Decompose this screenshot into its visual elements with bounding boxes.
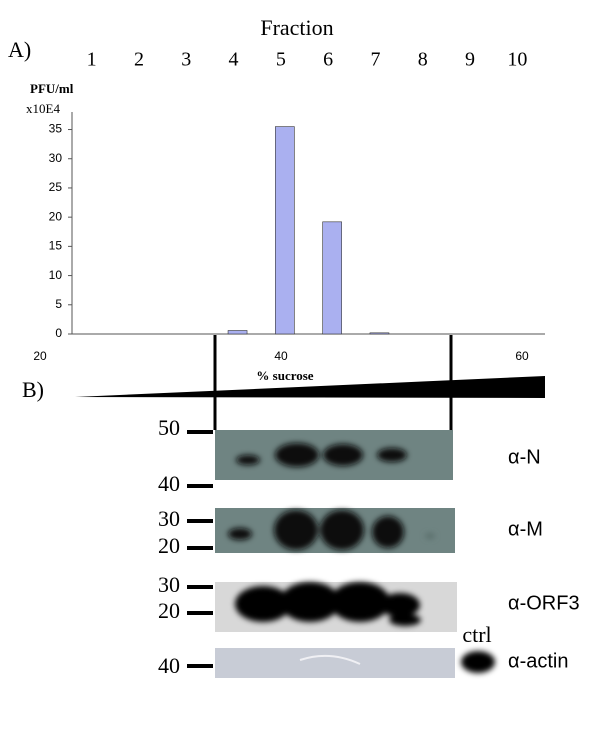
x-tick-label: 1	[87, 49, 97, 71]
x-tick-label: 7	[370, 49, 380, 71]
x-tick-label: 2	[134, 49, 144, 71]
bar	[227, 330, 248, 335]
x-tick-label: 6	[323, 49, 333, 71]
y-tick-label: 35	[49, 122, 63, 136]
y-label: PFU/ml	[30, 81, 74, 96]
x-tick-label: 3	[181, 49, 191, 71]
antibody-label: α-actin	[508, 650, 568, 672]
x-tick-label: 9	[465, 49, 475, 71]
y-unit: x10E4	[26, 101, 60, 116]
x-tick-label: 8	[418, 49, 428, 71]
panel-label: A)	[8, 37, 31, 62]
marker-label: 40	[158, 653, 180, 678]
marker-label: 20	[158, 598, 180, 623]
antibody-label: α-N	[508, 446, 541, 468]
x-tick-label: 4	[229, 49, 239, 71]
y-tick-label: 0	[55, 326, 62, 340]
x2-label: % sucrose	[256, 368, 313, 383]
blot	[215, 430, 453, 480]
antibody-label: α-M	[508, 518, 543, 540]
x-tick-label: 5	[276, 49, 286, 71]
blot	[215, 648, 495, 678]
sucrose-gradient	[75, 376, 545, 398]
bar	[275, 126, 295, 335]
x2-tick-label: 40	[274, 349, 288, 363]
antibody-label: α-ORF3	[508, 592, 580, 614]
marker-label: 40	[158, 471, 180, 496]
y-tick-label: 15	[49, 239, 63, 253]
x-title: Fraction	[260, 15, 333, 40]
y-tick-label: 30	[49, 151, 63, 165]
panel-label: B)	[22, 377, 44, 402]
ctrl-label: ctrl	[462, 622, 491, 647]
y-tick-label: 10	[49, 268, 63, 282]
marker-label: 30	[158, 572, 180, 597]
marker-label: 20	[158, 533, 180, 558]
marker-label: 50	[158, 415, 180, 440]
blot	[215, 508, 455, 553]
x2-tick-label: 20	[33, 349, 47, 363]
y-tick-label: 20	[49, 209, 63, 223]
y-tick-label: 25	[49, 180, 63, 194]
bar	[322, 221, 342, 335]
y-tick-label: 5	[55, 297, 62, 311]
x2-tick-label: 60	[515, 349, 529, 363]
blot	[215, 582, 457, 632]
marker-label: 30	[158, 506, 180, 531]
bar	[369, 332, 390, 335]
x-tick-label: 10	[507, 49, 527, 71]
